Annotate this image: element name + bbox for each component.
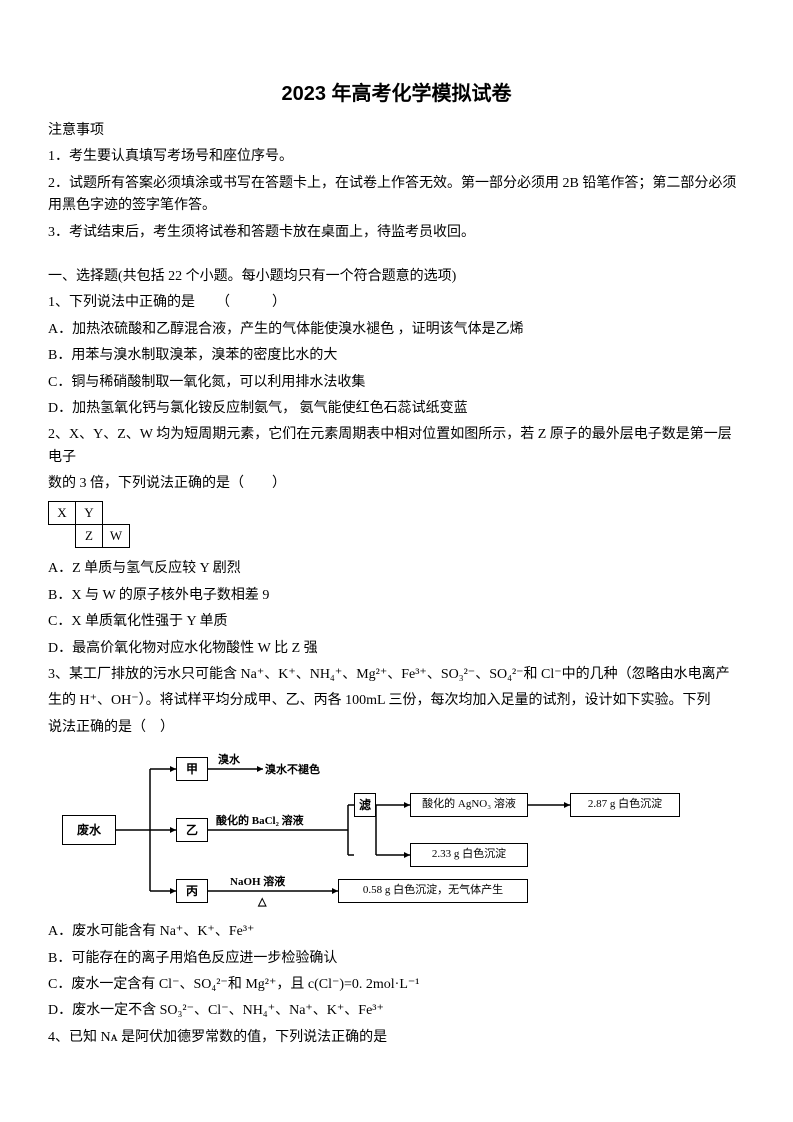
label-bacl2: 酸化的 BaCl₂ 溶液 (216, 813, 304, 831)
q1-option-c: C．铜与稀硝酸制取一氧化氮，可以利用排水法收集 (48, 372, 745, 394)
label-bromine: 溴水 (218, 752, 240, 770)
q3-stem-line2: 生的 H⁺、OH⁻）。将试样平均分成甲、乙、丙各 100mL 三份，每次均加入足… (48, 690, 745, 712)
q3-option-d: D．废水一定不含 SO₃²⁻、Cl⁻、NH₄⁺、Na⁺、K⁺、Fe³⁺ (48, 1000, 745, 1022)
q2-option-b: B．X 与 W 的原子核外电子数相差 9 (48, 585, 745, 607)
q1-stem: 1、下列说法中正确的是 （ ） (48, 292, 745, 314)
node-bing: 丙 (176, 879, 208, 903)
cell-x: X (49, 502, 76, 525)
q3-option-c: C．废水一定含有 Cl⁻、SO₄²⁻和 Mg²⁺，且 c(Cl⁻)=0. 2mo… (48, 974, 745, 996)
label-delta: △ (258, 894, 266, 912)
q2-stem-line2: 数的 3 倍，下列说法正确的是（ ） (48, 473, 745, 495)
node-filter: 滤 (354, 793, 376, 817)
q3-option-b: B．可能存在的离子用焰色反应进一步检验确认 (48, 948, 745, 970)
cell-z: Z (76, 525, 103, 548)
node-jia: 甲 (176, 757, 208, 781)
q3-option-a: A．废水可能含有 Na⁺、K⁺、Fe³⁺ (48, 921, 745, 943)
experiment-flowchart: 废水 甲 乙 丙 溴水 溴水不褪色 酸化的 BaCl₂ 溶液 滤 酸化的 AgN… (58, 745, 698, 915)
exam-page: 2023 年高考化学模拟试卷 注意事项 1．考生要认真填写考场号和座位序号。 2… (0, 0, 793, 1093)
q1-option-a: A．加热浓硫酸和乙醇混合液，产生的气体能使溴水褪色 ，证明该气体是乙烯 (48, 319, 745, 341)
node-wastewater: 废水 (62, 815, 116, 845)
label-white-058: 0.58 g 白色沉淀，无气体产生 (338, 879, 528, 903)
q2-option-d: D．最高价氧化物对应水化物酸性 W 比 Z 强 (48, 638, 745, 660)
q3-stem-line1: 3、某工厂排放的污水只可能含 Na⁺、K⁺、NH₄⁺、Mg²⁺、Fe³⁺、SO₃… (48, 664, 745, 686)
notice-3: 3．考试结束后，考生须将试卷和答题卡放在桌面上，待监考员收回。 (48, 222, 745, 244)
cell-w: W (103, 525, 130, 548)
cell-empty-2 (49, 525, 76, 548)
q2-option-a: A．Z 单质与氢气反应较 Y 剧烈 (48, 558, 745, 580)
q2-stem-line1: 2、X、Y、Z、W 均为短周期元素，它们在元素周期表中相对位置如图所示，若 Z … (48, 424, 745, 469)
node-yi: 乙 (176, 818, 208, 842)
page-title: 2023 年高考化学模拟试卷 (48, 78, 745, 110)
notice-2: 2．试题所有答案必须填涂或书写在答题卡上，在试卷上作答无效。第一部分必须用 2B… (48, 173, 745, 218)
cell-y: Y (76, 502, 103, 525)
q3-stem-line3: 说法正确的是（ ） (48, 717, 745, 739)
cell-empty-1 (103, 502, 130, 525)
label-bromine-result: 溴水不褪色 (265, 762, 320, 780)
notice-1: 1．考生要认真填写考场号和座位序号。 (48, 146, 745, 168)
section-1-heading: 一、选择题(共包括 22 个小题。每小题均只有一个符合题意的选项) (48, 266, 745, 288)
q2-option-c: C．X 单质氧化性强于 Y 单质 (48, 611, 745, 633)
q1-option-b: B．用苯与溴水制取溴苯，溴苯的密度比水的大 (48, 345, 745, 367)
q4-stem: 4、已知 Nᴀ 是阿伏加德罗常数的值，下列说法正确的是 (48, 1027, 745, 1049)
label-white-233: 2.33 g 白色沉淀 (410, 843, 528, 867)
q1-option-d: D．加热氢氧化钙与氯化铵反应制氨气， 氨气能使红色石蕊试纸变蓝 (48, 398, 745, 420)
label-naoh: NaOH 溶液 (230, 874, 285, 892)
periodic-position-table: X Y Z W (48, 501, 130, 548)
label-white-287: 2.87 g 白色沉淀 (570, 793, 680, 817)
notice-heading: 注意事项 (48, 120, 745, 142)
label-agno3: 酸化的 AgNO₃ 溶液 (410, 793, 528, 817)
